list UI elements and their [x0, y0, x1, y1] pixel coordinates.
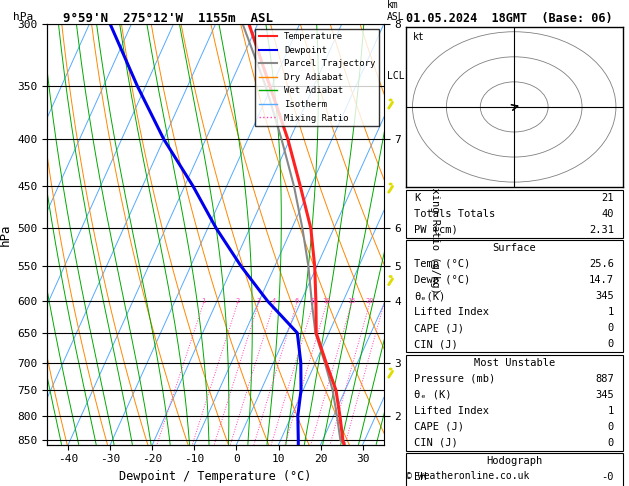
Text: 01.05.2024  18GMT  (Base: 06): 01.05.2024 18GMT (Base: 06) [406, 12, 612, 25]
Text: 1: 1 [608, 307, 614, 317]
Text: Lifted Index: Lifted Index [415, 307, 489, 317]
Text: -0: -0 [601, 472, 614, 483]
Text: 20: 20 [365, 298, 374, 304]
Y-axis label: hPa: hPa [0, 223, 12, 246]
Text: Surface: Surface [493, 243, 536, 253]
Text: 25.6: 25.6 [589, 259, 614, 269]
Text: kt: kt [413, 32, 424, 42]
X-axis label: Dewpoint / Temperature (°C): Dewpoint / Temperature (°C) [120, 470, 311, 483]
Text: Dewp (°C): Dewp (°C) [415, 275, 470, 285]
Text: CAPE (J): CAPE (J) [415, 323, 464, 333]
Text: Totals Totals: Totals Totals [415, 208, 496, 219]
Text: CAPE (J): CAPE (J) [415, 422, 464, 432]
Text: 0: 0 [608, 422, 614, 432]
Text: 1: 1 [201, 298, 205, 304]
Text: 9°59'N  275°12'W  1155m  ASL: 9°59'N 275°12'W 1155m ASL [63, 12, 273, 25]
Text: Lifted Index: Lifted Index [415, 406, 489, 416]
Legend: Temperature, Dewpoint, Parcel Trajectory, Dry Adiabat, Wet Adiabat, Isotherm, Mi: Temperature, Dewpoint, Parcel Trajectory… [255, 29, 379, 126]
Text: 1: 1 [608, 406, 614, 416]
Text: 345: 345 [595, 390, 614, 400]
Text: 3: 3 [256, 298, 260, 304]
Text: 21: 21 [601, 192, 614, 203]
Text: © weatheronline.co.uk: © weatheronline.co.uk [406, 471, 529, 481]
Text: 40: 40 [601, 208, 614, 219]
Text: PW (cm): PW (cm) [415, 225, 458, 235]
Text: km
ASL: km ASL [387, 0, 404, 22]
Text: 0: 0 [608, 323, 614, 333]
Text: CIN (J): CIN (J) [415, 438, 458, 448]
Text: hPa: hPa [13, 12, 33, 22]
Text: Most Unstable: Most Unstable [474, 358, 555, 368]
Text: 6: 6 [294, 298, 299, 304]
Text: Hodograph: Hodograph [486, 456, 542, 467]
Text: 8: 8 [311, 298, 315, 304]
Text: EH: EH [415, 472, 427, 483]
Text: 15: 15 [347, 298, 355, 304]
Text: 10: 10 [322, 298, 331, 304]
Text: Pressure (mb): Pressure (mb) [415, 374, 496, 384]
Text: LCL: LCL [387, 71, 404, 81]
Text: θₑ(K): θₑ(K) [415, 291, 445, 301]
Text: 2.31: 2.31 [589, 225, 614, 235]
Text: CIN (J): CIN (J) [415, 339, 458, 349]
Text: Temp (°C): Temp (°C) [415, 259, 470, 269]
Text: K: K [415, 192, 421, 203]
Text: 345: 345 [595, 291, 614, 301]
Y-axis label: Mixing Ratio (g/kg): Mixing Ratio (g/kg) [430, 175, 440, 294]
Text: 4: 4 [272, 298, 276, 304]
Text: 14.7: 14.7 [589, 275, 614, 285]
Text: 2: 2 [235, 298, 239, 304]
Text: θₑ (K): θₑ (K) [415, 390, 452, 400]
Text: 0: 0 [608, 438, 614, 448]
Text: 0: 0 [608, 339, 614, 349]
Text: 887: 887 [595, 374, 614, 384]
